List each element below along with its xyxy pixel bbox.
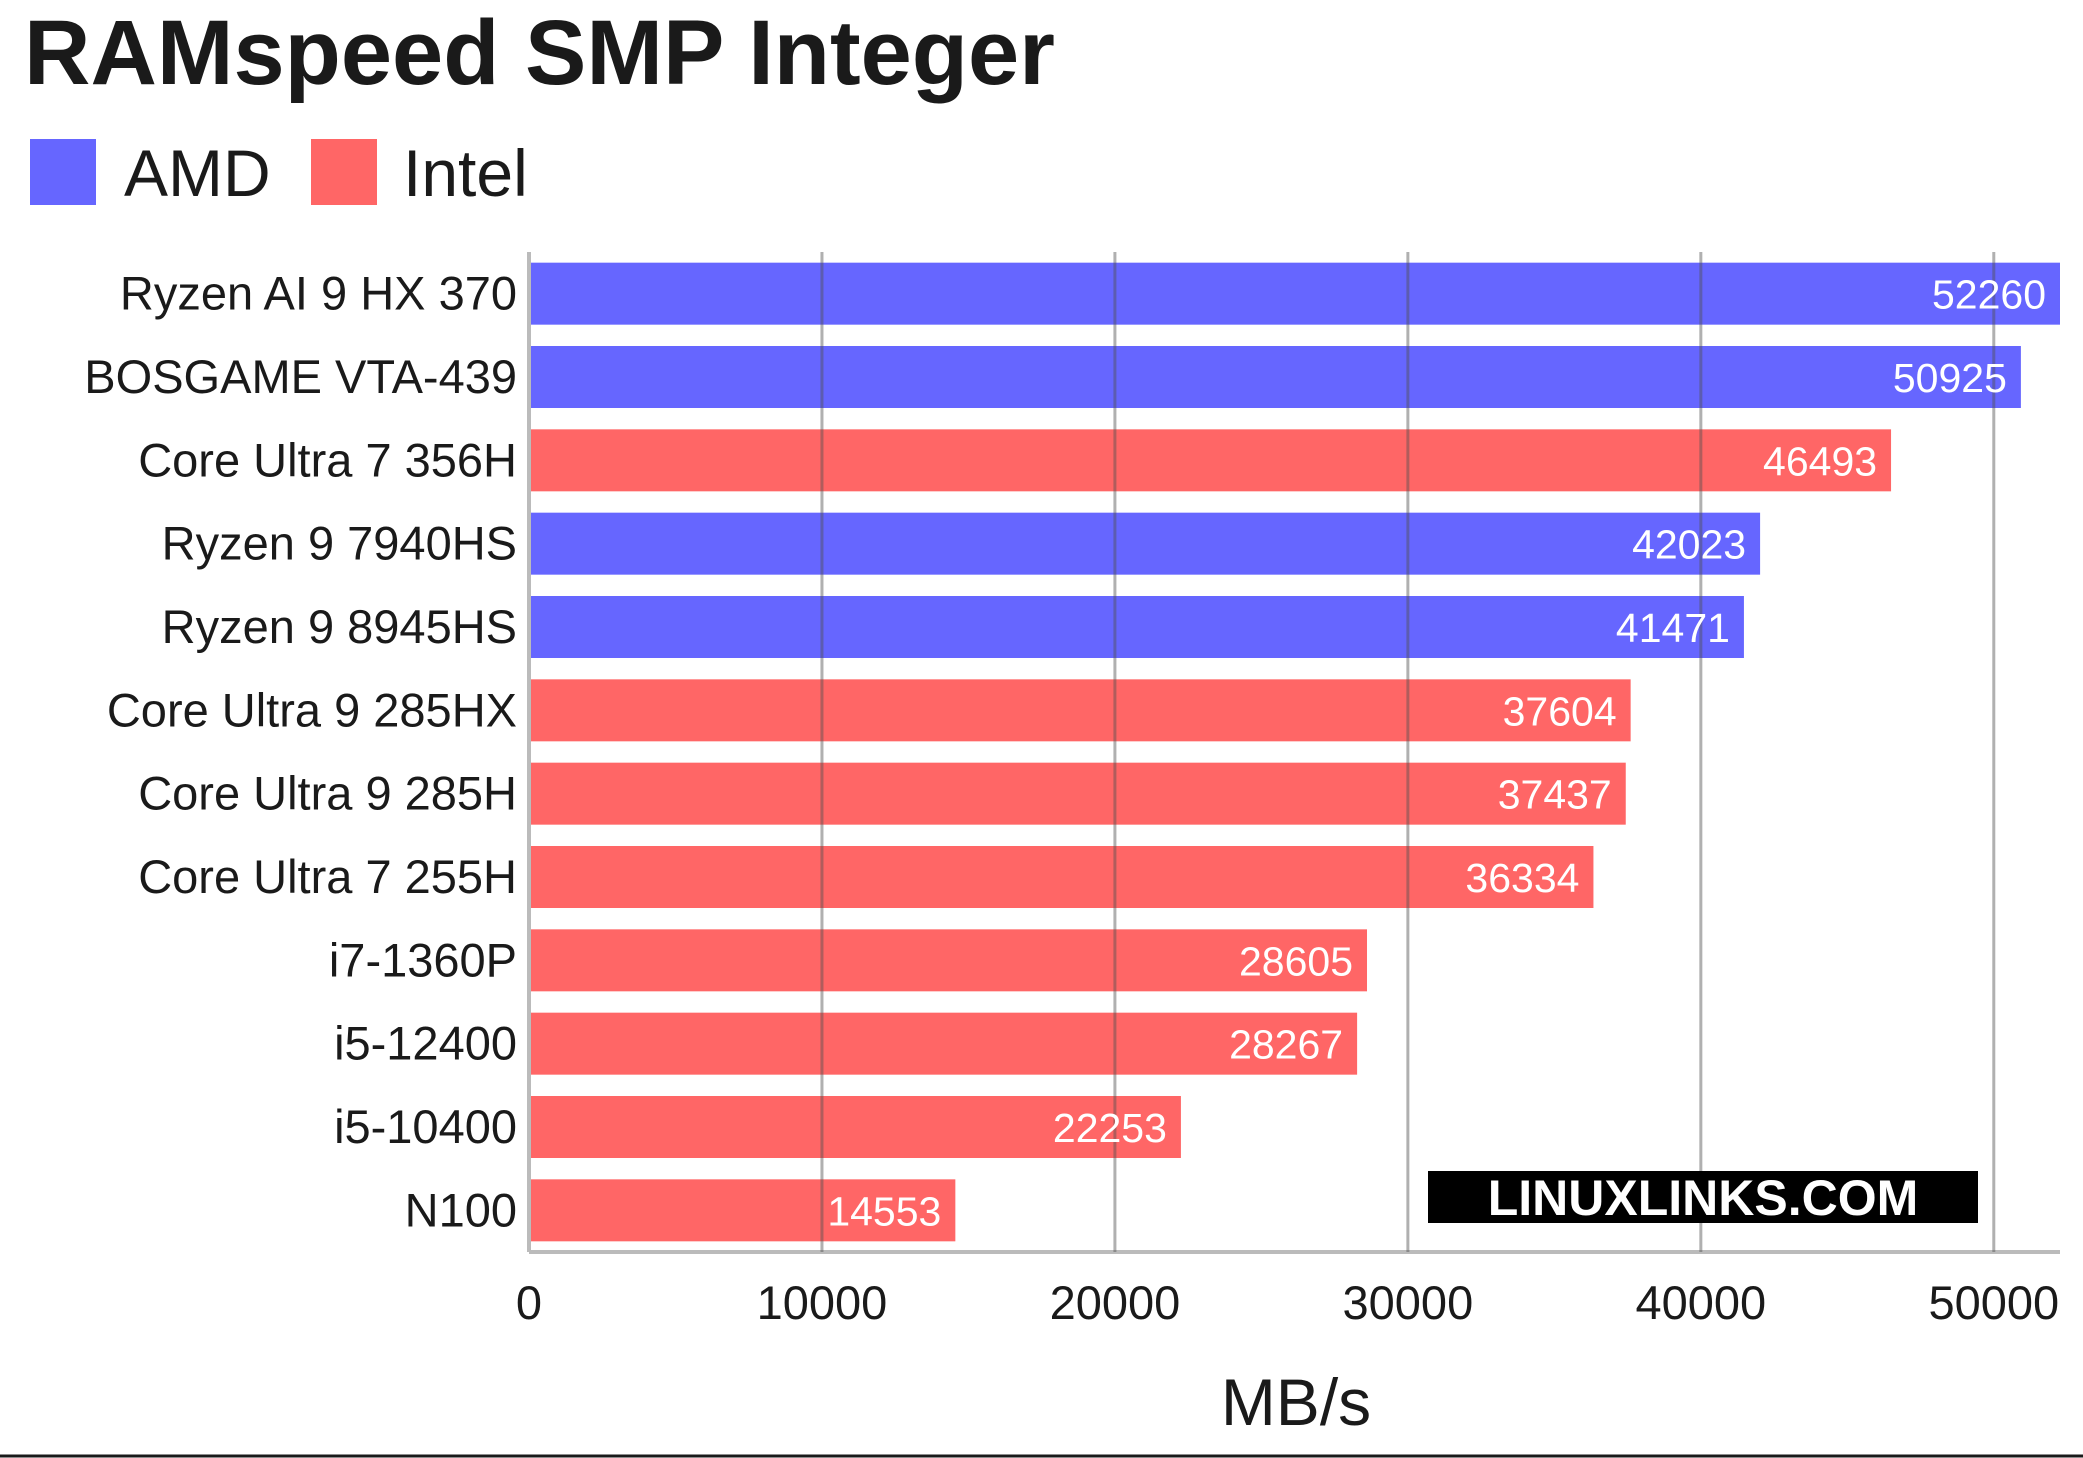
category-label-12: N100 bbox=[405, 1183, 517, 1236]
category-label-7: Core Ultra 9 285H bbox=[138, 767, 517, 820]
category-label-2: BOSGAME VTA-439 bbox=[84, 350, 517, 403]
bar-3 bbox=[529, 429, 1892, 492]
value-label-12: 14553 bbox=[827, 1188, 941, 1234]
bar-11 bbox=[529, 1096, 1181, 1158]
legend-swatch-intel bbox=[311, 139, 377, 205]
value-label-1: 52260 bbox=[1932, 272, 2046, 318]
labels: Ryzen AI 9 HX 370 52260 BOSGAME VTA-439 509… bbox=[84, 267, 2059, 1329]
bars bbox=[529, 262, 2060, 1242]
category-label-10: i5-12400 bbox=[334, 1017, 517, 1070]
value-label-8: 36334 bbox=[1465, 855, 1579, 901]
x-tick-label-10000: 10000 bbox=[757, 1276, 888, 1329]
bar-10 bbox=[529, 1012, 1358, 1075]
bar-5 bbox=[529, 596, 1744, 658]
value-label-4: 42023 bbox=[1632, 522, 1746, 568]
x-tick-label-30000: 30000 bbox=[1343, 1276, 1474, 1329]
bar-12 bbox=[529, 1179, 956, 1242]
watermark: LINUXLINKS.COM bbox=[1428, 1170, 1978, 1226]
bar-9 bbox=[529, 929, 1368, 992]
legend-swatch-amd bbox=[30, 139, 96, 205]
watermark-box bbox=[1428, 1171, 1978, 1223]
legend-label-amd: AMD bbox=[124, 136, 271, 210]
chart-title: RAMspeed SMP Integer bbox=[24, 2, 1055, 104]
category-label-8: Core Ultra 7 255H bbox=[138, 850, 517, 903]
x-tick-label-20000: 20000 bbox=[1050, 1276, 1181, 1329]
category-label-6: Core Ultra 9 285HX bbox=[107, 683, 517, 736]
value-label-6: 37604 bbox=[1503, 688, 1617, 734]
value-label-5: 41471 bbox=[1616, 605, 1730, 651]
category-label-1: Ryzen AI 9 HX 370 bbox=[120, 267, 517, 320]
axes bbox=[527, 252, 2060, 1254]
category-label-4: Ryzen 9 7940HS bbox=[162, 517, 517, 570]
x-tick-label-40000: 40000 bbox=[1635, 1276, 1766, 1329]
category-label-3: Core Ultra 7 356H bbox=[138, 433, 517, 486]
value-label-11: 22253 bbox=[1053, 1105, 1167, 1151]
gridlines bbox=[820, 252, 1996, 1252]
category-label-9: i7-1360P bbox=[329, 933, 517, 986]
category-label-5: Ryzen 9 8945HS bbox=[162, 600, 517, 653]
bar-6 bbox=[529, 679, 1631, 742]
value-label-9: 28605 bbox=[1239, 938, 1353, 984]
watermark-text: LINUXLINKS.COM bbox=[1488, 1170, 1919, 1226]
x-axis-title: MB/s bbox=[1221, 1365, 1371, 1439]
value-label-2: 50925 bbox=[1893, 355, 2007, 401]
value-label-7: 37437 bbox=[1498, 772, 1612, 818]
bar-7 bbox=[529, 762, 1626, 825]
legend-label-intel: Intel bbox=[403, 136, 528, 210]
bar-1 bbox=[529, 262, 2060, 325]
bar-2 bbox=[529, 346, 2021, 408]
legend: AMD Intel bbox=[30, 136, 528, 210]
value-label-10: 28267 bbox=[1229, 1022, 1343, 1068]
x-tick-label-0: 0 bbox=[516, 1276, 542, 1329]
value-label-3: 46493 bbox=[1763, 438, 1877, 484]
x-tick-label-50000: 50000 bbox=[1928, 1276, 2059, 1329]
bar-8 bbox=[529, 846, 1594, 908]
bar-4 bbox=[529, 512, 1761, 575]
category-label-11: i5-10400 bbox=[334, 1100, 517, 1153]
